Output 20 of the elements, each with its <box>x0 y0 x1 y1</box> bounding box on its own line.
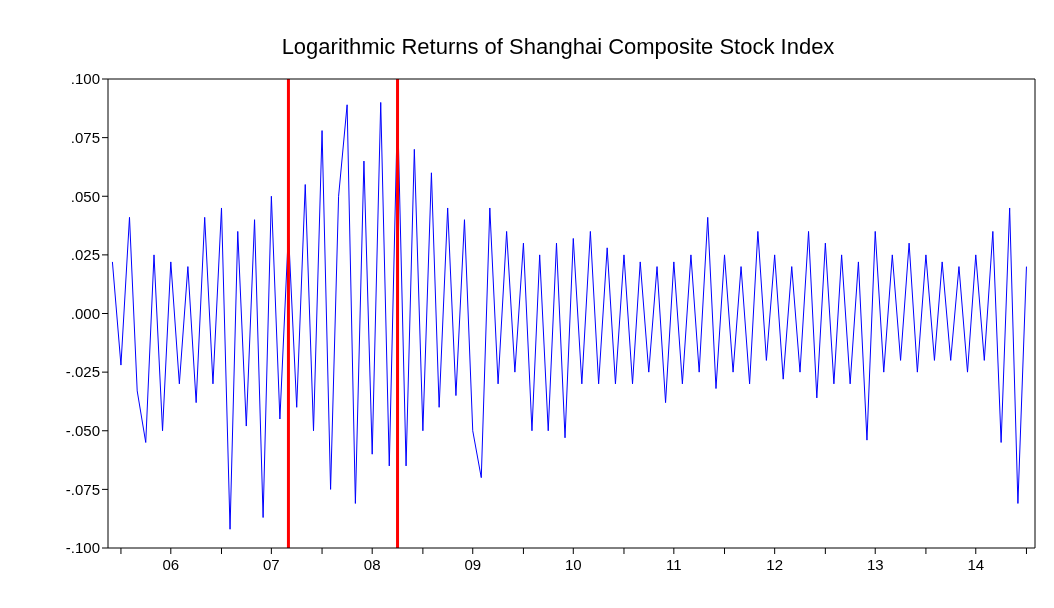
x-tick-label: 11 <box>666 556 682 573</box>
x-tick-label: 12 <box>766 556 784 573</box>
line-series <box>111 101 1027 530</box>
x-tick-label: 09 <box>464 556 482 573</box>
x-tick-label: 14 <box>967 556 985 573</box>
x-tick-label: 07 <box>263 556 280 573</box>
x-tick-label: 10 <box>564 556 582 573</box>
x-tick-label: 13 <box>866 556 884 573</box>
y-tick-label: .050 <box>70 187 100 205</box>
y-tick-label: -.075 <box>65 480 100 498</box>
y-tick-label: -.050 <box>65 422 100 440</box>
y-tick-label: .100 <box>70 70 100 88</box>
y-tick-label: .000 <box>70 304 100 322</box>
x-tick-label: 06 <box>162 556 180 573</box>
y-tick-label: .025 <box>70 246 100 264</box>
y-tick-label: -.025 <box>65 363 100 381</box>
chart-title: Logarithmic Returns of Shanghai Composite Stock Index <box>280 33 836 61</box>
y-tick-label: .075 <box>70 128 100 146</box>
y-tick-label: -.100 <box>65 539 100 557</box>
x-tick-label: 08 <box>363 556 381 573</box>
